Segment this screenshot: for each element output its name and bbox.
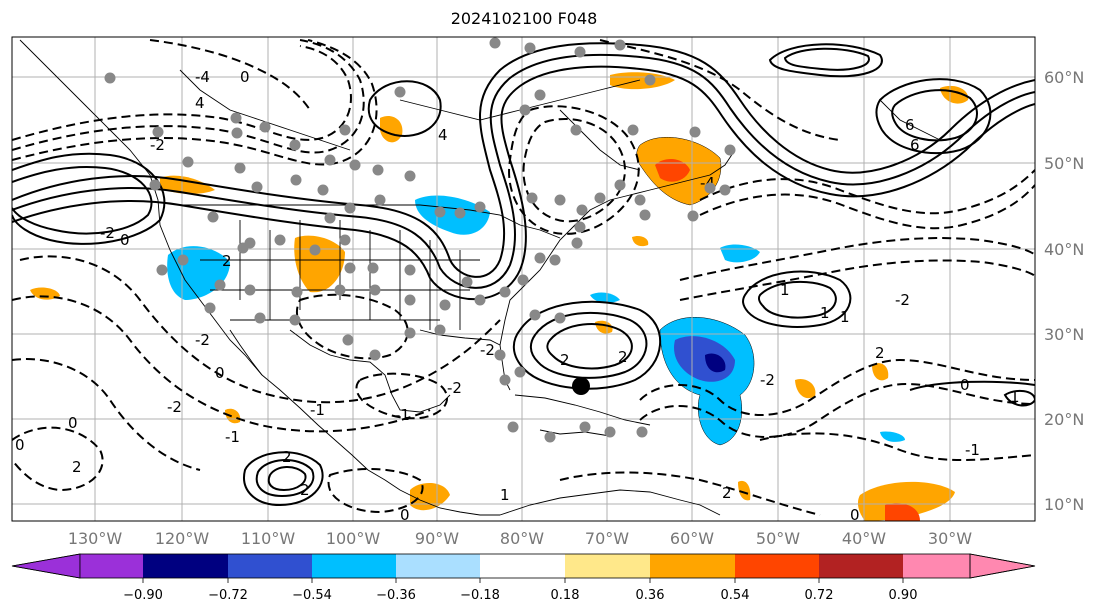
contour-label: -2 bbox=[100, 224, 115, 242]
latitude-label: 10°N bbox=[1044, 495, 1084, 514]
longitude-label: 130°W bbox=[68, 529, 123, 548]
contour-label: 0 bbox=[15, 436, 25, 454]
contour-label: 1 bbox=[1010, 388, 1020, 406]
contour-label: 2 bbox=[72, 458, 82, 476]
latitude-label: 60°N bbox=[1044, 68, 1084, 87]
contour-label: 2 bbox=[722, 484, 732, 502]
colorbar-tick-label: 0.72 bbox=[805, 588, 834, 603]
contour-label: -2 bbox=[760, 371, 775, 389]
contour-label: 2 bbox=[560, 351, 570, 369]
contour-label: 0 bbox=[68, 414, 78, 432]
contour-label: -1 bbox=[965, 441, 980, 459]
longitude-label: 30°W bbox=[928, 529, 972, 548]
contour-label: 0 bbox=[240, 68, 250, 86]
colorbar-segment bbox=[143, 554, 230, 578]
longitude-label: 110°W bbox=[241, 529, 296, 548]
longitude-label: 90°W bbox=[415, 529, 459, 548]
contour-label: 1 bbox=[500, 486, 510, 504]
colorbar-tick-label: 0.36 bbox=[636, 588, 665, 603]
contour-label: 2 bbox=[300, 481, 310, 499]
storm-center-marker bbox=[572, 377, 590, 395]
colorbar-segment bbox=[903, 554, 970, 578]
longitude-label: 70°W bbox=[585, 529, 629, 548]
longitude-label: 50°W bbox=[756, 529, 800, 548]
gridlines bbox=[12, 37, 1035, 521]
map-frame bbox=[11, 36, 1036, 522]
contour-label: 0 bbox=[960, 376, 970, 394]
colorbar-segment bbox=[650, 554, 736, 578]
colorbar: −0.90 −0.72 −0.54 −0.36 −0.18 0.18 0.36 … bbox=[11, 553, 1036, 603]
contour-label: 1 bbox=[820, 304, 830, 322]
contour-label: -2 bbox=[195, 331, 210, 349]
contour-label: 6 bbox=[905, 116, 915, 134]
contour-label: 2 bbox=[222, 252, 232, 270]
contour-label: -2 bbox=[895, 291, 910, 309]
contour-label: -1 bbox=[225, 428, 240, 446]
longitude-label: 80°W bbox=[500, 529, 544, 548]
colorbar-segment bbox=[228, 554, 313, 578]
colorbar-segment bbox=[396, 554, 481, 578]
contours-positive bbox=[12, 42, 1035, 507]
colorbar-segment bbox=[735, 554, 820, 578]
map-title: 2024102100 F048 bbox=[450, 9, 598, 28]
colorbar-tick-label: −0.54 bbox=[292, 588, 332, 603]
contour-label: -2 bbox=[150, 136, 165, 154]
contours-negative bbox=[12, 39, 1035, 516]
colorbar-tick-label: −0.18 bbox=[460, 588, 500, 603]
contour-label: 0 bbox=[215, 364, 225, 382]
contour-label: -2 bbox=[167, 398, 182, 416]
latitude-label: 30°N bbox=[1044, 325, 1084, 344]
colorbar-tick-label: 0.18 bbox=[551, 588, 580, 603]
longitude-label: 40°W bbox=[842, 529, 886, 548]
contour-label: 0 bbox=[400, 506, 410, 524]
colorbar-segment bbox=[480, 554, 566, 578]
contour-label: 4 bbox=[195, 94, 205, 112]
colorbar-segment bbox=[969, 553, 1036, 579]
colorbar-segment bbox=[819, 554, 904, 578]
latitude-label: 50°N bbox=[1044, 154, 1084, 173]
contour-label: -2 bbox=[480, 341, 495, 359]
contour-label: 1 bbox=[780, 281, 790, 299]
contour-label: -4 bbox=[195, 68, 210, 86]
colorbar-tick-label: −0.72 bbox=[208, 588, 248, 603]
colorbar-tick-label: −0.36 bbox=[376, 588, 416, 603]
contour-label: 0 bbox=[120, 231, 130, 249]
colorbar-tick-label: 0.90 bbox=[889, 588, 918, 603]
longitude-label: 60°W bbox=[670, 529, 714, 548]
contour-label: 0 bbox=[850, 506, 860, 524]
contour-label: 2 bbox=[618, 348, 628, 366]
latitude-label: 20°N bbox=[1044, 410, 1084, 429]
contour-labels: 4 6 8 -2 -1 0 1 2 -4 2 -2 -1 1 2 -2 0 -1… bbox=[15, 68, 1020, 524]
contour-label: -1 bbox=[310, 401, 325, 419]
longitude-label: 100°W bbox=[326, 529, 381, 548]
colorbar-segment bbox=[565, 554, 651, 578]
longitude-label: 120°W bbox=[155, 529, 210, 548]
contour-label: 2 bbox=[282, 448, 292, 466]
colorbar-segment bbox=[11, 553, 81, 579]
contour-label: 4 bbox=[438, 126, 448, 144]
contour-label: -1 bbox=[395, 406, 410, 424]
stations bbox=[104, 37, 736, 443]
colorbar-tick-label: 0.54 bbox=[721, 588, 750, 603]
contour-label: 2 bbox=[875, 344, 885, 362]
colorbar-segment bbox=[312, 554, 397, 578]
longitude-labels: 130°W 120°W 110°W 100°W 90°W 80°W 70°W 6… bbox=[68, 529, 972, 548]
latitude-labels: 60°N 50°N 40°N 30°N 20°N 10°N bbox=[1044, 68, 1084, 514]
contour-label: 1 bbox=[840, 308, 850, 326]
colorbar-tick-label: −0.90 bbox=[123, 588, 163, 603]
contour-label: 6 bbox=[910, 136, 920, 154]
latitude-label: 40°N bbox=[1044, 240, 1084, 259]
contour-label: -2 bbox=[447, 379, 462, 397]
